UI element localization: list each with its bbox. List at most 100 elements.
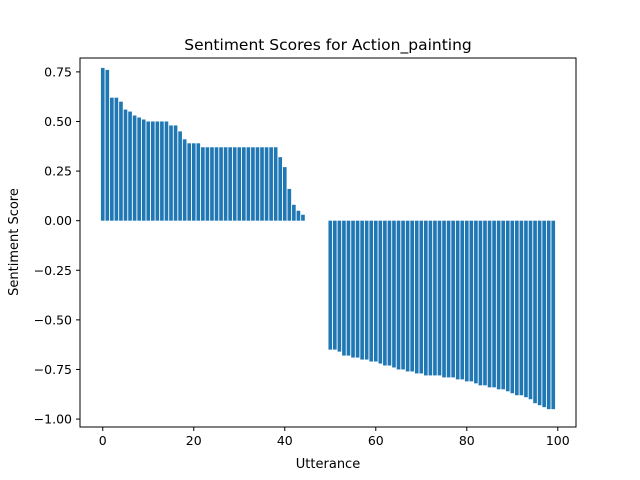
bar [387, 220, 392, 366]
bar [282, 167, 287, 221]
bar [255, 147, 260, 221]
y-axis-label: Sentiment Score [7, 188, 22, 296]
bar [160, 121, 164, 221]
x-tick-label: 60 [368, 433, 384, 448]
bar [269, 147, 273, 221]
y-axis-ticks: 0.75 0.50 0.25 0.00 −0.25 −0.50 −0.75 −1.00 [34, 64, 80, 427]
bar [446, 220, 451, 378]
bar [542, 220, 546, 408]
bar [437, 220, 442, 376]
bar [301, 214, 305, 221]
bar [100, 67, 105, 221]
bar [519, 220, 524, 396]
bar [428, 220, 433, 376]
y-tick-label: −1.00 [34, 412, 72, 427]
x-tick-label: 0 [99, 433, 107, 448]
bar [396, 220, 401, 370]
bar [123, 109, 128, 221]
bar [105, 69, 110, 221]
bar [533, 220, 537, 404]
bar [273, 147, 278, 221]
bar [242, 147, 246, 221]
bar [110, 97, 114, 221]
bar [501, 220, 506, 390]
bar [164, 121, 169, 221]
bar [173, 125, 178, 221]
bar [237, 147, 242, 221]
bar [487, 220, 492, 388]
bar [251, 147, 255, 221]
bar [469, 220, 474, 382]
bar [369, 220, 374, 362]
bar [346, 220, 351, 356]
y-tick-label: 0.00 [44, 213, 72, 228]
bar [292, 204, 296, 221]
bar [464, 220, 469, 382]
bar [191, 143, 196, 221]
bar [155, 121, 160, 221]
y-tick-label: −0.50 [34, 312, 72, 327]
bar [364, 220, 369, 360]
chart-title: Sentiment Scores for Action_painting [184, 36, 472, 55]
bar [141, 119, 146, 221]
bar [219, 147, 223, 221]
bar [333, 220, 337, 350]
bar [296, 210, 301, 221]
x-tick-label: 40 [277, 433, 293, 448]
bar [378, 220, 383, 364]
bar [169, 125, 173, 221]
bar [510, 220, 515, 394]
bar [146, 121, 151, 221]
bar [246, 147, 251, 221]
bar [260, 147, 264, 221]
bar [460, 220, 465, 380]
x-tick-label: 20 [186, 433, 202, 448]
bar [228, 147, 232, 221]
bar [150, 121, 155, 221]
bar [205, 147, 210, 221]
x-tick-label: 100 [546, 433, 570, 448]
bar [214, 147, 219, 221]
bar [383, 220, 387, 366]
bar [264, 147, 269, 221]
bar [355, 220, 360, 358]
bar [524, 220, 528, 398]
bar [360, 220, 364, 360]
x-tick-label: 80 [459, 433, 475, 448]
y-tick-label: 0.25 [44, 164, 72, 179]
bar [401, 220, 405, 370]
x-axis-ticks: 0 20 40 60 80 100 [99, 427, 570, 448]
bar [405, 220, 410, 372]
bar [483, 220, 487, 386]
bar [451, 220, 455, 378]
y-tick-label: 0.50 [44, 114, 72, 129]
bar [278, 157, 283, 221]
plot-frame [79, 57, 577, 428]
bar [132, 115, 137, 221]
bar [551, 220, 556, 410]
bar [505, 220, 510, 392]
bar [537, 220, 542, 406]
bar [424, 220, 428, 376]
bar [137, 117, 141, 221]
bar [337, 220, 342, 352]
bar [210, 147, 214, 221]
bar [187, 143, 192, 221]
bar [419, 220, 424, 374]
y-tick-label: −0.25 [34, 263, 72, 278]
bar [201, 147, 205, 221]
bar [414, 220, 419, 374]
bar [455, 220, 460, 380]
bar [528, 220, 533, 400]
bar [351, 220, 355, 358]
y-tick-label: 0.75 [44, 64, 72, 79]
bar [373, 220, 378, 362]
bar [232, 147, 237, 221]
y-tick-label: −0.75 [34, 362, 72, 377]
bar [392, 220, 396, 368]
bar [410, 220, 414, 372]
bar [287, 188, 292, 221]
bars-group [100, 67, 556, 410]
